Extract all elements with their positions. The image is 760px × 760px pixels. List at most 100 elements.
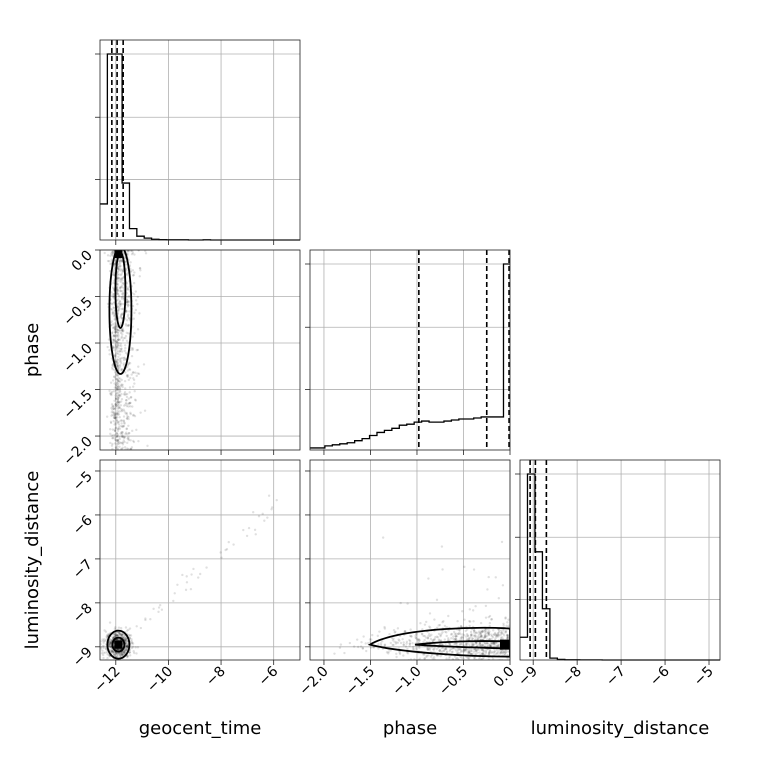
scatter-geocent-time-luminosity-distance-point xyxy=(113,653,116,656)
scatter-phase-luminosity-distance-point xyxy=(463,649,466,653)
scatter-geocent-time-phase-point xyxy=(112,335,115,338)
scatter-geocent-time-phase-point xyxy=(122,276,125,279)
scatter-geocent-time-phase-point xyxy=(129,376,132,380)
scatter-phase-luminosity-distance-point xyxy=(484,634,487,637)
scatter-geocent-time-luminosity-distance-point xyxy=(124,640,128,644)
scatter-geocent-time-phase-point xyxy=(111,404,114,408)
scatter-geocent-time-phase-point xyxy=(119,264,122,268)
scatter-geocent-time-phase-point xyxy=(123,421,126,424)
scatter-phase-luminosity-distance-point xyxy=(473,648,477,651)
scatter-phase-luminosity-distance-point xyxy=(430,653,434,657)
scatter-phase-luminosity-distance-point xyxy=(495,641,499,644)
scatter-phase-luminosity-distance-point xyxy=(445,651,448,654)
scatter-phase-luminosity-distance-point xyxy=(464,629,467,633)
scatter-geocent-time-luminosity-distance-point xyxy=(126,645,129,649)
scatter-geocent-time-phase-point xyxy=(117,276,120,280)
scatter-geocent-time-phase-point xyxy=(119,304,122,307)
scatter-geocent-time-phase-point xyxy=(117,413,121,416)
scatter-geocent-time-phase-point xyxy=(126,303,130,306)
scatter-geocent-time-phase-point xyxy=(118,287,122,290)
scatter-phase-luminosity-distance-point xyxy=(490,651,493,654)
scatter-geocent-time-phase-point xyxy=(136,302,139,306)
scatter-geocent-time-phase-point xyxy=(113,408,116,411)
scatter-phase-luminosity-distance-frame xyxy=(309,459,511,661)
scatter-geocent-time-luminosity-distance-point xyxy=(111,636,115,639)
scatter-geocent-time-luminosity-distance-point xyxy=(123,634,126,638)
scatter-phase-luminosity-distance-point xyxy=(435,598,439,602)
scatter-geocent-time-phase-point xyxy=(116,358,120,361)
scatter-geocent-time-phase-point xyxy=(126,305,130,308)
scatter-geocent-time-phase-point xyxy=(115,347,118,351)
scatter-geocent-time-luminosity-distance-point xyxy=(104,651,107,654)
scatter-geocent-time-phase-point xyxy=(117,364,120,367)
scatter-geocent-time-luminosity-distance-point xyxy=(106,656,109,660)
scatter-geocent-time-phase-point xyxy=(113,306,116,309)
scatter-geocent-time-phase-point xyxy=(124,346,127,350)
scatter-geocent-time-phase-point xyxy=(135,374,138,378)
scatter-geocent-time-phase-point xyxy=(110,294,113,297)
scatter-phase-luminosity-distance-point xyxy=(459,637,462,640)
scatter-phase-luminosity-distance-point xyxy=(483,634,487,638)
scatter-geocent-time-luminosity-distance-point xyxy=(114,634,118,637)
scatter-geocent-time-phase-point xyxy=(121,443,125,446)
scatter-phase-luminosity-distance-point xyxy=(468,620,472,623)
scatter-geocent-time-phase-point xyxy=(113,375,116,378)
scatter-geocent-time-luminosity-distance-point xyxy=(128,634,131,637)
panel-hist-phase xyxy=(305,249,511,455)
scatter-phase-luminosity-distance-contours xyxy=(367,626,510,658)
scatter-geocent-time-phase-point xyxy=(124,412,127,415)
scatter-phase-luminosity-distance-point xyxy=(482,650,486,653)
scatter-phase-luminosity-distance-point xyxy=(506,621,509,624)
scatter-geocent-time-phase-point xyxy=(119,424,122,428)
scatter-geocent-time-luminosity-distance-point xyxy=(117,652,121,656)
scatter-geocent-time-phase-point xyxy=(114,327,117,330)
scatter-phase-luminosity-distance-point xyxy=(448,655,451,658)
scatter-geocent-time-luminosity-distance-contours xyxy=(106,629,131,660)
scatter-phase-luminosity-distance-point xyxy=(501,636,504,639)
scatter-geocent-time-luminosity-distance-point xyxy=(121,652,124,656)
scatter-phase-luminosity-distance-point xyxy=(466,656,469,659)
scatter-geocent-time-luminosity-distance-point xyxy=(101,649,104,652)
scatter-geocent-time-luminosity-distance-point xyxy=(120,633,123,637)
scatter-phase-luminosity-distance-point xyxy=(338,646,342,649)
scatter-geocent-time-phase-point xyxy=(127,294,131,297)
scatter-phase-luminosity-distance-point xyxy=(466,641,469,645)
scatter-phase-luminosity-distance-point xyxy=(461,649,464,652)
scatter-geocent-time-luminosity-distance-point xyxy=(118,631,121,634)
scatter-geocent-time-luminosity-distance-point xyxy=(139,626,143,630)
scatter-geocent-time-phase-point xyxy=(126,324,130,327)
scatter-geocent-time-luminosity-distance-point xyxy=(103,639,107,643)
scatter-geocent-time-phase-point xyxy=(113,317,117,320)
scatter-geocent-time-phase-point xyxy=(115,364,119,368)
scatter-geocent-time-phase-point xyxy=(116,343,120,346)
scatter-geocent-time-phase-point xyxy=(131,274,135,277)
scatter-geocent-time-phase-point xyxy=(113,354,116,357)
scatter-phase-luminosity-distance-point xyxy=(484,650,488,653)
scatter-phase-luminosity-distance-point xyxy=(491,636,495,639)
scatter-geocent-time-luminosity-distance-point xyxy=(120,652,124,655)
scatter-phase-luminosity-distance-point xyxy=(494,643,497,647)
scatter-geocent-time-phase-point xyxy=(116,361,120,365)
scatter-geocent-time-phase-point xyxy=(112,407,116,410)
scatter-phase-luminosity-distance-point xyxy=(502,650,506,653)
scatter-geocent-time-phase-point xyxy=(115,290,119,294)
scatter-geocent-time-phase-point xyxy=(117,335,120,339)
scatter-phase-luminosity-distance-point xyxy=(362,635,365,638)
scatter-phase-luminosity-distance-point xyxy=(437,624,440,627)
scatter-geocent-time-luminosity-distance-point xyxy=(109,640,113,643)
scatter-phase-luminosity-distance-point xyxy=(476,638,479,641)
scatter-geocent-time-phase-point xyxy=(126,252,129,255)
scatter-geocent-time-phase-point xyxy=(111,413,114,416)
scatter-geocent-time-luminosity-distance-point xyxy=(185,575,188,578)
scatter-geocent-time-phase-point xyxy=(117,389,120,392)
scatter-geocent-time-phase-point xyxy=(117,420,121,423)
scatter-geocent-time-phase-point xyxy=(112,411,116,414)
scatter-phase-luminosity-distance-point xyxy=(442,649,446,653)
scatter-geocent-time-phase-point xyxy=(129,396,133,399)
scatter-geocent-time-phase-point xyxy=(133,311,136,315)
scatter-phase-luminosity-distance-point xyxy=(484,632,488,635)
scatter-geocent-time-phase-point xyxy=(111,252,115,255)
scatter-phase-luminosity-distance-point xyxy=(480,630,484,634)
scatter-phase-luminosity-distance-point xyxy=(460,635,464,638)
scatter-geocent-time-phase-point xyxy=(116,403,119,406)
